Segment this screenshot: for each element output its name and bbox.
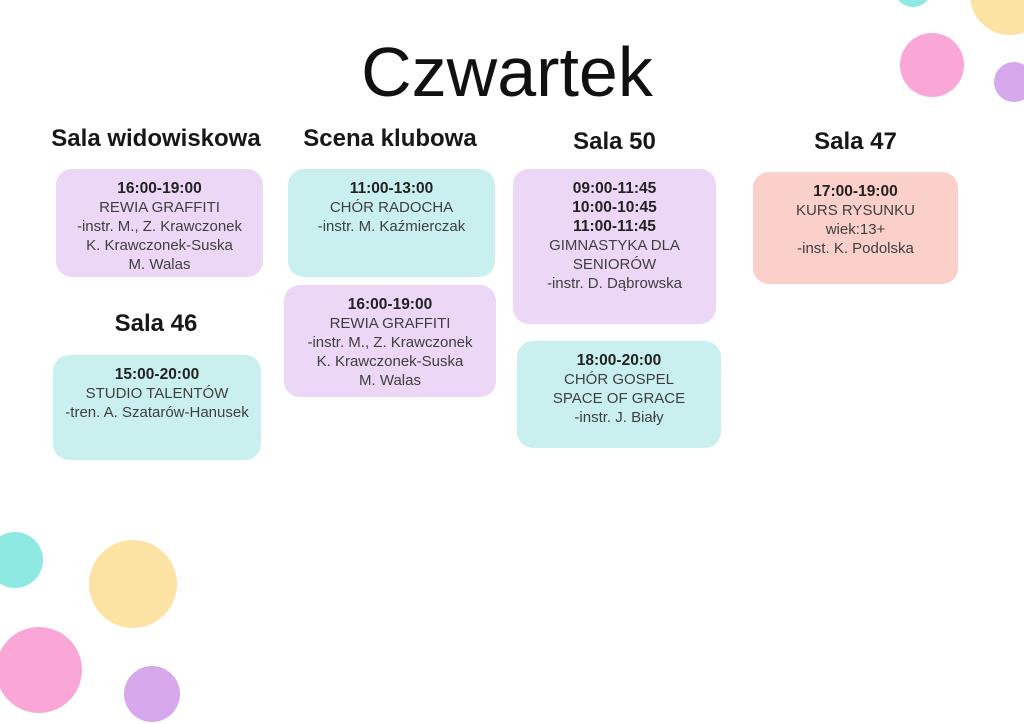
decor-circle-pink xyxy=(0,627,82,713)
decor-circle-purple xyxy=(994,62,1024,102)
card-line: -tren. A. Szatarów-Hanusek xyxy=(65,404,249,421)
card-line: wiek:13+ xyxy=(825,221,886,238)
card-line: REWIA GRAFFITI xyxy=(99,199,220,216)
decor-circle-cyan xyxy=(894,0,932,7)
room-header-sala-50: Sala 50 xyxy=(573,128,656,155)
schedule-card: 11:00-13:00 CHÓR RADOCHA -instr. M. Kaźm… xyxy=(288,169,495,277)
card-time: 10:00-10:45 xyxy=(572,199,657,216)
page-title: Czwartek xyxy=(361,33,653,111)
card-time: 16:00-19:00 xyxy=(347,296,433,313)
card-line: -instr. M., Z. Krawczonek xyxy=(307,334,473,351)
card-line: M. Walas xyxy=(359,372,421,389)
room-header-sala-46: Sala 46 xyxy=(114,310,198,337)
card-line: CHÓR RADOCHA xyxy=(329,199,454,216)
room-header-sala-47: Sala 47 xyxy=(814,128,897,155)
card-line: -instr. D. Dąbrowska xyxy=(546,275,683,292)
card-line: -instr. M., Z. Krawczonek xyxy=(76,218,243,235)
schedule-card: 16:00-19:00 REWIA GRAFFITI -instr. M., Z… xyxy=(284,285,496,397)
schedule-card: 09:00-11:45 10:00-10:45 11:00-11:45 GIMN… xyxy=(513,169,716,324)
card-time: 18:00-20:00 xyxy=(576,352,662,369)
card-line: SENIORÓW xyxy=(572,256,657,273)
card-line: K. Krawczonek-Suska xyxy=(316,353,464,370)
card-line: M. Walas xyxy=(128,256,191,273)
decor-circle-purple xyxy=(124,666,180,722)
card-time: 16:00-19:00 xyxy=(117,180,202,197)
card-line: -instr. J. Biały xyxy=(574,409,664,426)
card-line: KURS RYSUNKU xyxy=(796,202,915,219)
card-time: 15:00-20:00 xyxy=(114,366,200,383)
card-time: 11:00-11:45 xyxy=(573,218,656,235)
schedule-card: 16:00-19:00 REWIA GRAFFITI -instr. M., Z… xyxy=(56,169,263,277)
decor-circle-cyan xyxy=(0,532,43,588)
room-header-sala-widowiskowa: Sala widowiskowa xyxy=(51,125,261,152)
card-time: 17:00-19:00 xyxy=(813,183,898,200)
schedule-card: 18:00-20:00 CHÓR GOSPEL SPACE OF GRACE -… xyxy=(517,341,721,448)
card-line: K. Krawczonek-Suska xyxy=(86,237,233,254)
decor-circle-yellow xyxy=(970,0,1024,35)
card-time: 09:00-11:45 xyxy=(572,180,657,197)
card-time: 11:00-13:00 xyxy=(349,180,434,197)
card-line: CHÓR GOSPEL xyxy=(563,371,675,388)
schedule-card: 15:00-20:00 STUDIO TALENTÓW -tren. A. Sz… xyxy=(53,355,261,460)
card-line: -inst. K. Podolska xyxy=(797,240,914,257)
decor-circle-yellow xyxy=(89,540,177,628)
card-line: GIMNASTYKA DLA xyxy=(549,237,680,254)
card-line: -instr. M. Kaźmierczak xyxy=(317,218,466,235)
room-header-scena-klubowa: Scena klubowa xyxy=(303,125,477,152)
decor-circle-pink xyxy=(900,33,964,97)
card-line: SPACE OF GRACE xyxy=(552,390,686,407)
schedule-card: 17:00-19:00 KURS RYSUNKU wiek:13+ -inst.… xyxy=(753,172,958,284)
card-line: STUDIO TALENTÓW xyxy=(85,385,229,402)
card-line: REWIA GRAFFITI xyxy=(329,315,451,332)
